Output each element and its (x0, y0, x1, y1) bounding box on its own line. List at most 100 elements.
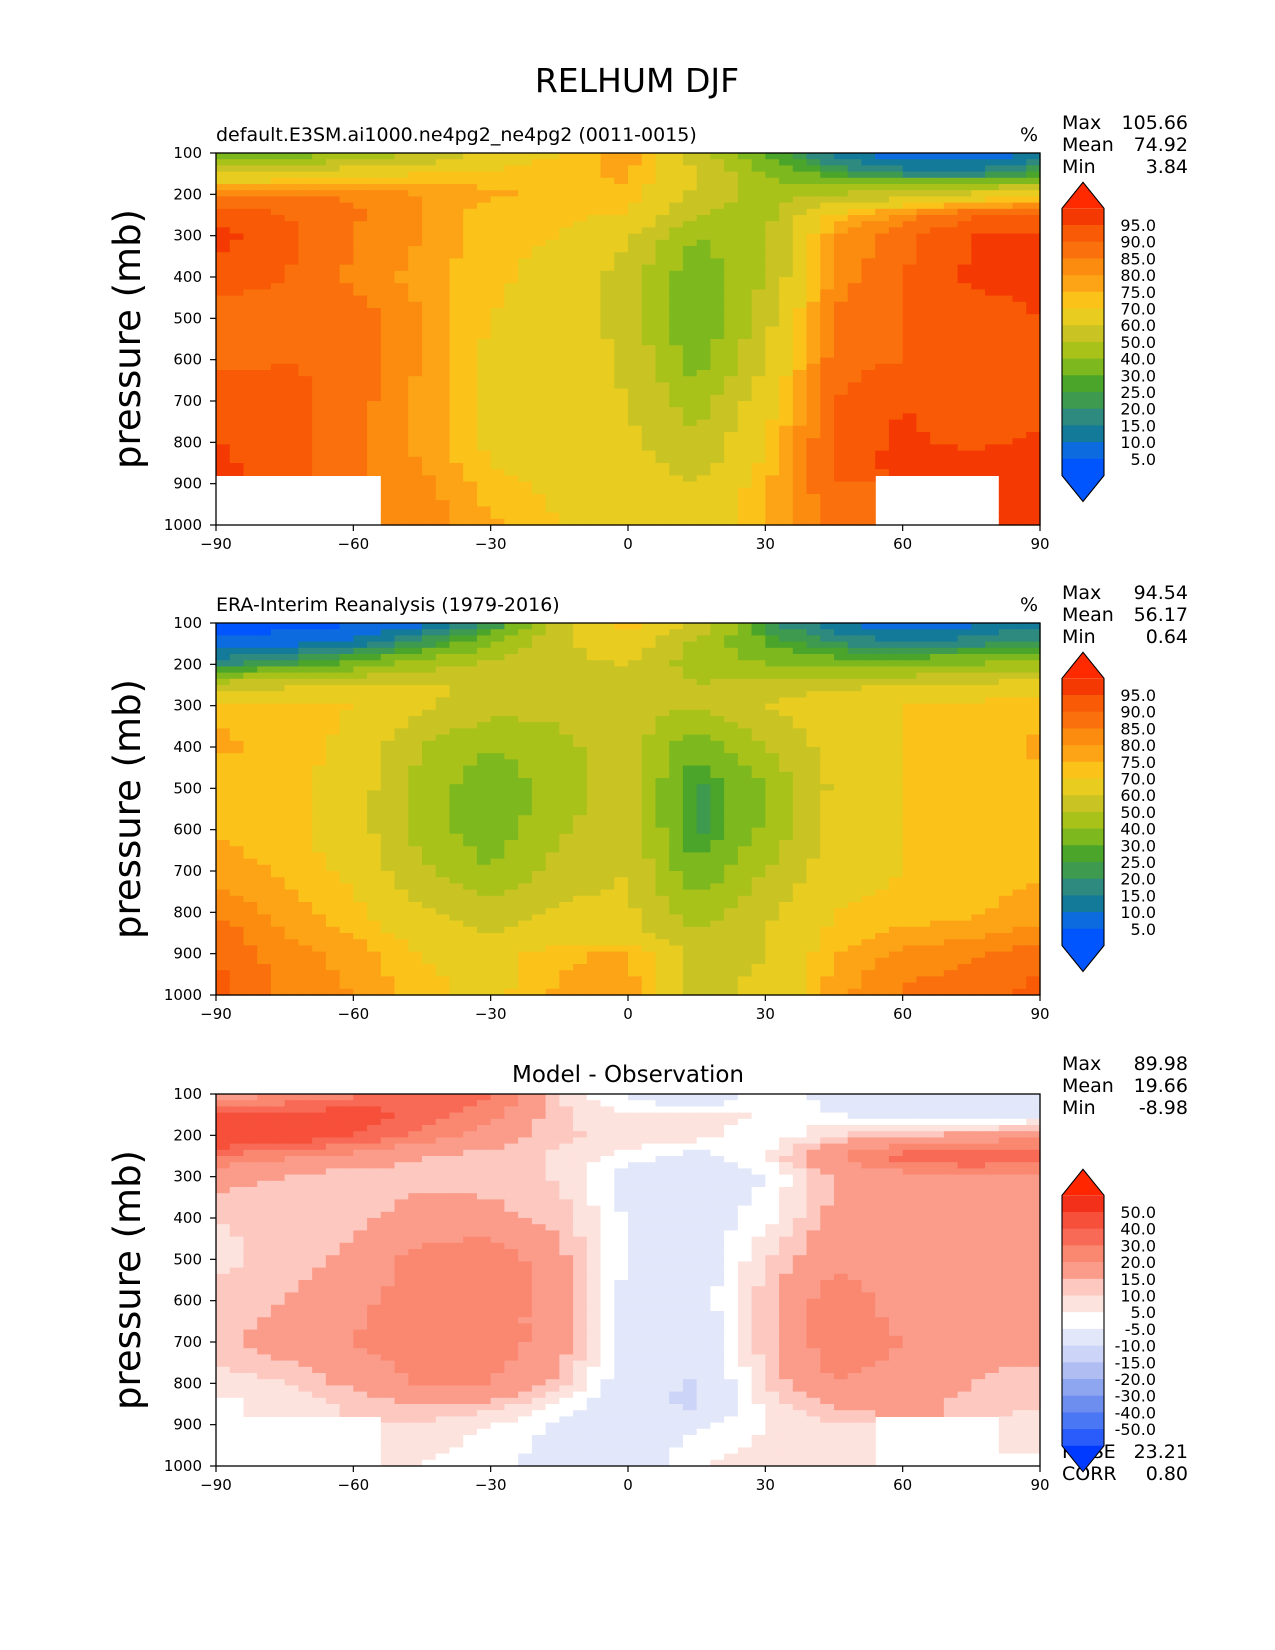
field-cell (559, 654, 574, 661)
field-cell (930, 345, 945, 352)
field-cell (998, 215, 1014, 222)
field-cell (573, 401, 588, 408)
field-cell (792, 289, 808, 297)
field-cell (806, 716, 821, 723)
field-cell (834, 438, 849, 445)
field-cell (779, 314, 794, 321)
field-cell (531, 641, 547, 649)
field-cell (655, 363, 670, 371)
field-cell (861, 678, 876, 686)
field-cell (669, 332, 684, 340)
field-cell (916, 264, 931, 272)
field-cell (257, 654, 272, 661)
field-cell (820, 629, 835, 636)
field-cell (930, 221, 945, 228)
field-cell (490, 221, 505, 228)
field-cell (586, 351, 602, 359)
y-tick-label: 500 (173, 309, 202, 327)
field-cell (971, 239, 986, 247)
field-cell (518, 734, 533, 742)
field-cell (957, 450, 972, 458)
field-cell (422, 339, 437, 346)
stat-value: 3.84 (1146, 156, 1188, 178)
field-cell (655, 190, 670, 197)
colorbar-swatch (1062, 375, 1104, 393)
field-cell (792, 401, 808, 408)
field-cell (751, 382, 766, 390)
field-cell (435, 518, 451, 526)
field-cell (257, 660, 272, 667)
field-cell (710, 722, 725, 729)
field-cell (586, 382, 602, 390)
field-cell (216, 208, 231, 216)
field-cell (902, 270, 917, 278)
field-cell (339, 456, 354, 464)
field-cell (724, 246, 739, 253)
field-cell (614, 512, 629, 520)
field-cell (490, 518, 505, 526)
field-cell (614, 450, 629, 458)
field-cell (531, 413, 547, 421)
field-cell (930, 654, 945, 661)
field-cell (628, 660, 643, 667)
field-cell (765, 500, 780, 507)
field-cell (861, 494, 876, 501)
field-cell (531, 357, 547, 365)
field-cell (943, 759, 959, 767)
field-cell (847, 171, 863, 179)
field-cell (284, 660, 299, 667)
field-cell (669, 171, 684, 179)
field-cell (449, 654, 464, 661)
field-cell (490, 734, 505, 742)
field-cell (737, 500, 753, 507)
field-cell (792, 270, 808, 278)
field-cell (408, 438, 423, 445)
field-cell (600, 697, 615, 705)
field-cell (394, 709, 409, 717)
field-cell (394, 672, 409, 680)
field-cell (504, 357, 519, 365)
field-cell (243, 376, 258, 383)
field-cell (325, 382, 341, 390)
field-cell (861, 444, 876, 452)
colorbar-swatch (1062, 408, 1104, 426)
field-cell (586, 413, 602, 421)
field-cell (943, 239, 959, 247)
field-cell (628, 678, 643, 686)
field-cell (943, 208, 959, 216)
field-cell (957, 666, 972, 674)
field-cell (504, 239, 519, 247)
field-cell (902, 208, 917, 216)
field-cell (792, 153, 808, 160)
field-cell (325, 363, 341, 371)
field-cell (888, 444, 904, 452)
colorbar-label: 75.0 (1120, 283, 1156, 302)
field-cell (792, 301, 808, 309)
field-cell (957, 159, 972, 166)
field-cell (394, 685, 409, 692)
field-cell (971, 641, 986, 649)
field-cell (902, 394, 917, 402)
field-cell (902, 413, 917, 421)
field-cell (888, 623, 904, 630)
field-cell (216, 413, 231, 421)
field-cell (490, 678, 505, 686)
field-cell (971, 635, 986, 643)
field-cell (422, 635, 437, 643)
field-cell (380, 332, 396, 340)
field-cell (531, 438, 547, 445)
field-cell (284, 709, 299, 717)
field-cell (394, 177, 409, 185)
field-cell (724, 233, 739, 241)
field-cell (325, 654, 341, 661)
field-cell (435, 239, 451, 247)
field-cell (422, 759, 437, 767)
field-cell (449, 747, 464, 754)
field-cell (628, 623, 643, 630)
field-cell (298, 376, 313, 383)
field-cell (669, 165, 684, 173)
field-cell (435, 765, 451, 773)
field-cell (737, 753, 753, 760)
colorbar-extend-min (1062, 475, 1104, 502)
